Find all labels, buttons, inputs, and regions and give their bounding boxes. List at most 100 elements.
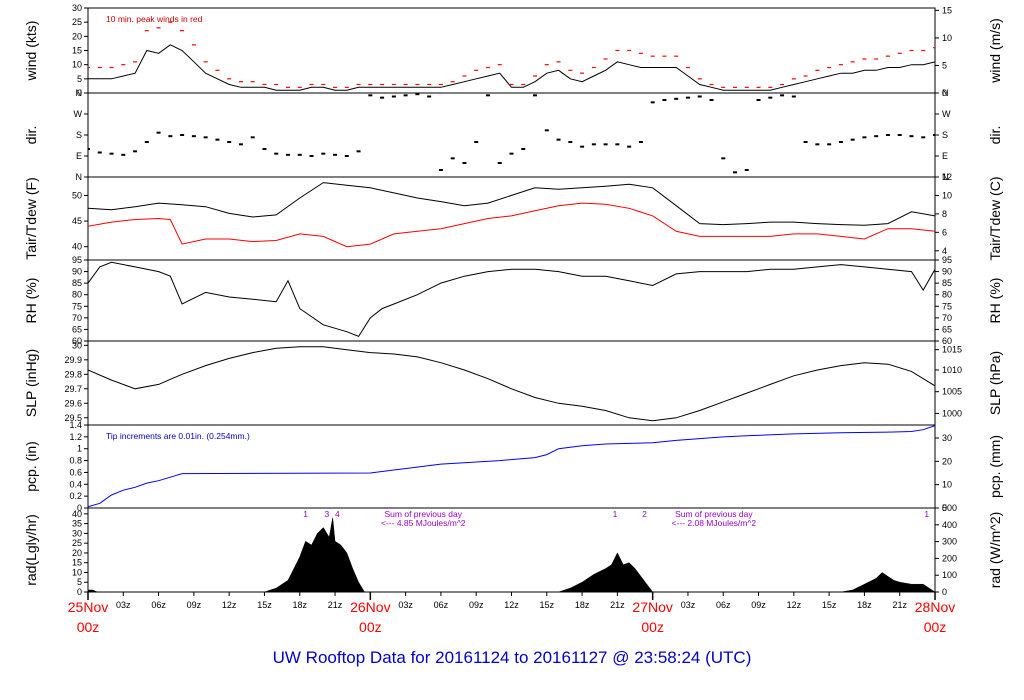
dir-ylabel-right: dir. — [987, 126, 1003, 145]
dir-right-tick-label: W — [942, 109, 951, 119]
dir-point — [415, 93, 420, 96]
wind-left-tick-label: 5 — [77, 74, 82, 84]
wind-left-tick-label: 30 — [72, 3, 82, 13]
slp-right-tick-label: 1000 — [942, 408, 962, 418]
rad-annotation: Sum of previous day — [675, 509, 753, 519]
dir-point — [485, 94, 490, 97]
rad-marker-label: 1 — [924, 509, 929, 519]
dir-ylabel: dir. — [23, 126, 39, 145]
rad-left-tick-label: 35 — [72, 519, 82, 529]
day-label: 26Nov — [350, 599, 390, 615]
rh-right-tick-label: 65 — [942, 324, 952, 334]
dir-point — [674, 97, 679, 100]
rh-left-tick-label: 75 — [72, 301, 82, 311]
temp-ylabel: Tair/Tdew (F) — [23, 177, 39, 259]
rh-series-0 — [88, 261, 935, 338]
dir-point — [344, 155, 349, 157]
dir-point — [109, 152, 114, 155]
dir-point — [462, 162, 467, 164]
wind-left-tick-label: 20 — [72, 31, 82, 41]
dir-left-tick-label: N — [76, 172, 83, 182]
time-tick-label: 12z — [222, 600, 237, 610]
rh-right-tick-label: 85 — [942, 278, 952, 288]
dir-point — [733, 171, 738, 174]
rad-right-tick-label: 100 — [942, 570, 957, 580]
slp-left-tick-label: 30 — [72, 340, 82, 350]
dir-right-tick-label: N — [942, 88, 949, 98]
rad-marker-label: 2 — [642, 509, 647, 519]
time-tick-label: 12z — [504, 600, 519, 610]
wind-right-tick-label: 5 — [942, 60, 947, 70]
dir-plot-area — [88, 93, 935, 174]
wind-ylabel: wind (kts) — [23, 21, 39, 82]
temp-left-tick-label: 50 — [72, 190, 82, 200]
pcp-series-0 — [88, 425, 935, 508]
dir-point — [756, 99, 761, 101]
temp-right-tick-label: 4 — [942, 246, 947, 256]
pcp-right-tick-label: 30 — [942, 433, 952, 443]
rad-marker-label: 1 — [303, 509, 308, 519]
dir-point — [697, 95, 702, 98]
wind-right-tick-label: 0 — [942, 88, 947, 98]
dir-point — [133, 150, 138, 153]
slp-left-tick-label: 29.6 — [64, 398, 82, 408]
dir-left-tick-label: E — [76, 151, 82, 161]
wind-right-tick-label: 15 — [942, 5, 952, 15]
dir-point — [285, 153, 290, 156]
time-tick-label: 06z — [716, 600, 731, 610]
rad-right-tick-label: 300 — [942, 537, 957, 547]
day-sublabel: 00z — [924, 619, 947, 635]
dir-point — [391, 95, 396, 98]
dir-point — [885, 134, 890, 136]
dir-point — [815, 143, 820, 146]
dir-point — [380, 96, 385, 99]
slp-frame — [87, 340, 936, 426]
dir-point — [803, 141, 808, 143]
temp-frame — [87, 176, 936, 261]
temp-right-tick-label: 12 — [942, 172, 952, 182]
rh-left-tick-label: 90 — [72, 267, 82, 277]
pcp-plot-area — [88, 425, 935, 508]
dir-point — [297, 153, 302, 156]
slp-plot-area — [88, 346, 935, 422]
wind-right-tick-label: 10 — [942, 33, 952, 43]
dir-point — [521, 148, 526, 150]
time-tick-label: 15z — [257, 600, 272, 610]
dir-point — [356, 150, 361, 153]
time-tick-label: 21z — [892, 600, 907, 610]
pcp-left-tick-label: 0.8 — [69, 456, 82, 466]
dir-point — [685, 96, 690, 99]
dir-point — [144, 141, 149, 143]
dir-point — [591, 143, 596, 146]
rh-ylabel: RH (%) — [23, 278, 39, 324]
dir-point — [909, 135, 914, 138]
slp-left-tick-label: 29.7 — [64, 384, 82, 394]
dir-point — [88, 148, 90, 150]
rh-right-tick-label: 80 — [942, 290, 952, 300]
rad-left-tick-label: 30 — [72, 528, 82, 538]
time-tick-label: 21z — [610, 600, 625, 610]
slp-right-tick-label: 1015 — [942, 345, 962, 355]
dir-point — [309, 155, 314, 157]
time-tick-label: 03z — [681, 600, 696, 610]
rh-left-tick-label: 80 — [72, 290, 82, 300]
dir-right-tick-label: N — [942, 172, 949, 182]
dir-point — [333, 153, 338, 156]
time-tick-label: 03z — [116, 600, 131, 610]
rad-left-tick-label: 5 — [77, 577, 82, 587]
dir-point — [97, 151, 102, 154]
temp-left-tick-label: 45 — [72, 216, 82, 226]
time-tick-label: 12z — [787, 600, 802, 610]
dir-right-tick-label: E — [942, 151, 948, 161]
dir-point — [274, 152, 279, 155]
pcp-left-tick-label: 0.4 — [69, 479, 82, 489]
temp-right-tick-label: 8 — [942, 209, 947, 219]
dir-point — [933, 134, 935, 136]
rad-annotation: <--- 2.08 MJoules/m^2 — [672, 518, 757, 528]
time-tick-label: 09z — [187, 600, 202, 610]
rh-right-tick-label: 90 — [942, 267, 952, 277]
dir-point — [321, 152, 326, 155]
day-label: 27Nov — [632, 599, 672, 615]
day-sublabel: 00z — [77, 619, 100, 635]
